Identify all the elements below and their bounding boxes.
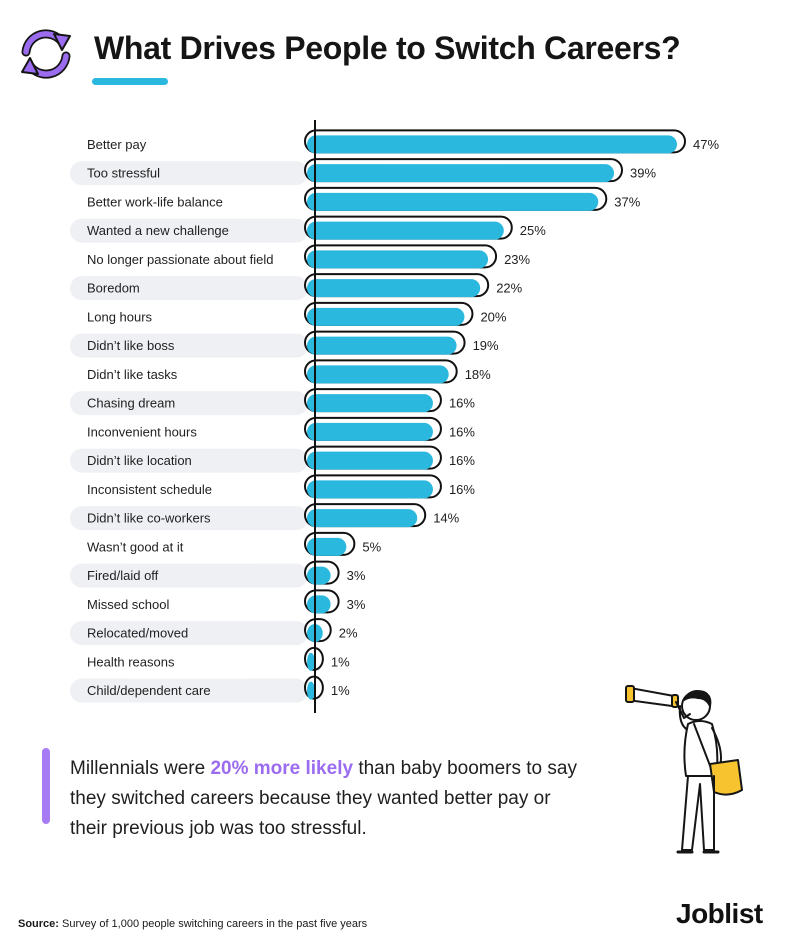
bar bbox=[307, 566, 331, 585]
value-label: 16% bbox=[449, 424, 475, 439]
value-label: 5% bbox=[362, 539, 381, 554]
row-stripe bbox=[70, 391, 308, 416]
category-label: Relocated/moved bbox=[87, 626, 188, 641]
category-label: Didn’t like tasks bbox=[87, 367, 178, 382]
bar bbox=[307, 480, 433, 499]
bar bbox=[307, 221, 504, 240]
value-label: 25% bbox=[520, 223, 546, 238]
page-title: What Drives People to Switch Careers? bbox=[94, 30, 681, 66]
value-label: 3% bbox=[347, 568, 366, 583]
bar bbox=[307, 279, 481, 298]
row-stripe bbox=[70, 218, 308, 243]
callout-text-after: than baby boomers to say they switched c… bbox=[70, 758, 577, 839]
category-label: Missed school bbox=[87, 597, 169, 612]
row-stripe bbox=[70, 506, 308, 531]
callout-highlight: 20% more likely bbox=[210, 758, 354, 779]
row-stripe bbox=[70, 621, 308, 646]
bar bbox=[307, 451, 433, 470]
bar bbox=[307, 652, 315, 671]
category-label: Chasing dream bbox=[87, 396, 175, 411]
value-label: 16% bbox=[449, 396, 475, 411]
bar bbox=[307, 394, 433, 413]
bar bbox=[307, 192, 599, 211]
value-label: 20% bbox=[480, 309, 506, 324]
value-label: 22% bbox=[496, 281, 522, 296]
brand-logo: Joblist bbox=[676, 898, 763, 929]
value-label: 2% bbox=[339, 626, 358, 641]
category-label: Better work-life balance bbox=[87, 194, 223, 209]
value-label: 37% bbox=[614, 194, 640, 209]
callout-text: Millennials were 20% more likely than ba… bbox=[70, 754, 590, 844]
row-stripe bbox=[70, 448, 308, 473]
value-label: 3% bbox=[347, 597, 366, 612]
row-stripe bbox=[70, 333, 308, 358]
category-label: Health reasons bbox=[87, 654, 175, 669]
value-label: 1% bbox=[331, 654, 350, 669]
category-label: Inconsistent schedule bbox=[87, 482, 212, 497]
bar bbox=[307, 422, 433, 441]
category-label: No longer passionate about field bbox=[87, 252, 273, 267]
value-label: 39% bbox=[630, 166, 656, 181]
category-label: Long hours bbox=[87, 309, 153, 324]
value-label: 19% bbox=[473, 338, 499, 353]
category-label: Boredom bbox=[87, 281, 140, 296]
value-label: 47% bbox=[693, 137, 719, 152]
person-with-telescope-illustration bbox=[625, 685, 743, 854]
bar bbox=[307, 365, 449, 384]
source-text: Survey of 1,000 people switching careers… bbox=[62, 918, 368, 930]
bar bbox=[307, 537, 347, 556]
row-stripe bbox=[70, 678, 308, 703]
category-label: Didn’t like co-workers bbox=[87, 511, 211, 526]
source-note: Source: Survey of 1,000 people switching… bbox=[18, 918, 367, 930]
callout-accent-bar bbox=[42, 748, 50, 824]
callout-text-before: Millennials were bbox=[70, 758, 211, 779]
bar bbox=[307, 307, 465, 326]
bar bbox=[307, 135, 677, 154]
value-label: 14% bbox=[433, 511, 459, 526]
category-label: Didn’t like location bbox=[87, 453, 192, 468]
row-stripe bbox=[70, 563, 308, 588]
source-label: Source: bbox=[18, 918, 59, 930]
title-underline bbox=[92, 78, 168, 85]
category-label: Too stressful bbox=[87, 166, 160, 181]
value-label: 23% bbox=[504, 252, 530, 267]
bar-chart: Better pay 47% Too stressful 39% Better work… bbox=[70, 120, 719, 713]
category-label: Wanted a new challenge bbox=[87, 223, 229, 238]
category-label: Fired/laid off bbox=[87, 568, 159, 583]
bar bbox=[307, 250, 489, 269]
category-label: Better pay bbox=[87, 137, 147, 152]
value-label: 18% bbox=[465, 367, 491, 382]
bar bbox=[307, 681, 315, 700]
bar bbox=[307, 164, 615, 183]
row-stripe bbox=[70, 276, 308, 301]
refresh-cycle-icon bbox=[21, 29, 71, 79]
bar bbox=[307, 336, 457, 355]
category-label: Child/dependent care bbox=[87, 683, 211, 698]
bar bbox=[307, 509, 418, 528]
category-label: Didn’t like boss bbox=[87, 338, 175, 353]
category-label: Inconvenient hours bbox=[87, 424, 197, 439]
bar bbox=[307, 595, 331, 614]
value-label: 16% bbox=[449, 482, 475, 497]
row-stripe bbox=[70, 161, 308, 186]
value-label: 1% bbox=[331, 683, 350, 698]
category-label: Wasn’t good at it bbox=[87, 539, 184, 554]
value-label: 16% bbox=[449, 453, 475, 468]
